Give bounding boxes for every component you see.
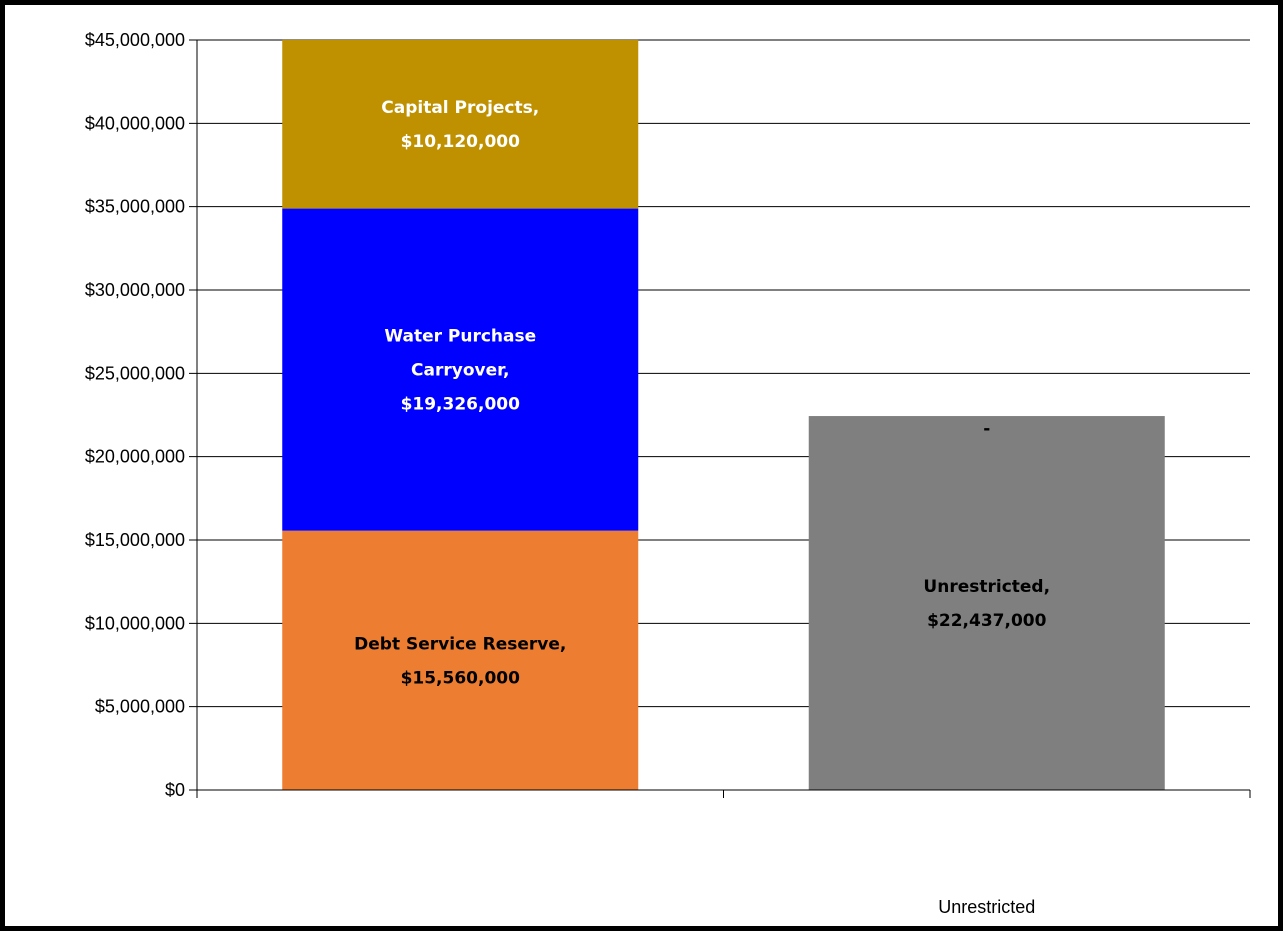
bar-segment — [282, 530, 639, 790]
stacked-bar-chart: $0 $5,000,000 $10,000,000 $15,000,000 $20,00… — [85, 30, 1251, 917]
bar-segment — [282, 39, 639, 209]
bar-segment — [282, 208, 639, 531]
y-tick-label: $15,000,000 — [85, 530, 185, 550]
data-label: $22,437,000 — [927, 611, 1047, 631]
y-tick-label: $25,000,000 — [85, 363, 185, 383]
y-tick-label: $10,000,000 — [85, 613, 185, 633]
y-tick-label: $20,000,000 — [85, 447, 185, 467]
data-label: Debt Service Reserve, — [354, 634, 566, 654]
y-tick-label: $40,000,000 — [85, 113, 185, 133]
y-tick-label: $30,000,000 — [85, 280, 185, 300]
data-label: Water Purchase — [384, 327, 536, 347]
data-label: $19,326,000 — [401, 395, 521, 415]
y-tick-label: $45,000,000 — [85, 30, 185, 50]
y-tick-label: $35,000,000 — [85, 197, 185, 217]
data-label: $10,120,000 — [401, 132, 521, 152]
y-tick-label: $5,000,000 — [95, 697, 185, 717]
data-label: Unrestricted, — [923, 577, 1050, 597]
data-label: Carryover, — [411, 361, 509, 381]
data-label: Capital Projects, — [381, 98, 539, 118]
y-tick-label: $0 — [165, 780, 185, 800]
bar-segment — [808, 416, 1165, 790]
data-label: $15,560,000 — [401, 668, 521, 688]
data-label: - — [983, 419, 990, 439]
x-category-label: Unrestricted — [938, 897, 1035, 917]
